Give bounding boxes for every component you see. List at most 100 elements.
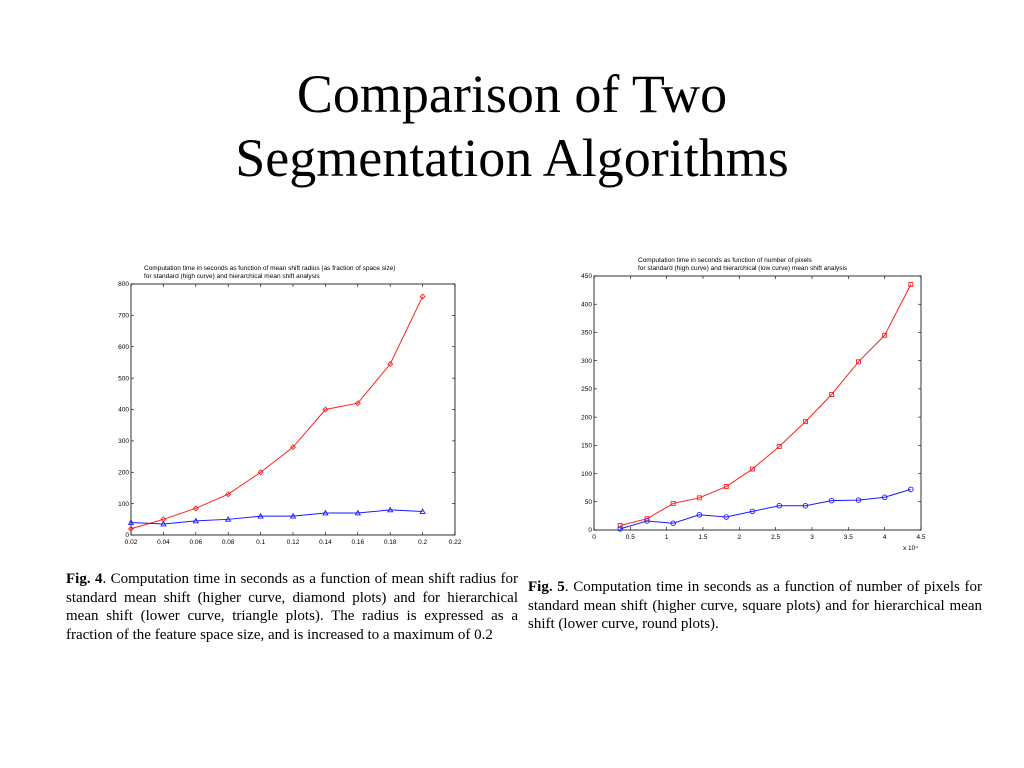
x-tick-label: 0.04 [157,539,170,546]
y-tick-label: 300 [581,358,592,365]
chart-subtitle: for standard (high curve) and hierarchic… [638,265,848,272]
series-line-circle [620,488,911,530]
data-point-triangle [257,512,264,519]
fig5-caption-text: . Computation time in seconds as a funct… [528,579,982,632]
x-tick-label: 0.18 [384,539,397,546]
data-point-square [882,332,888,338]
fig4-caption-text: . Computation time in seconds as a funct… [66,571,518,643]
data-point-triangle [192,517,199,524]
x-tick-label: 0.5 [626,534,635,541]
data-point-circle [723,514,730,520]
series-line-square [620,284,912,526]
data-point-square [856,359,861,365]
fig5-caption-label: Fig. 5 [528,579,565,595]
y-tick-label: 800 [118,281,129,288]
data-point-circle [802,502,809,509]
data-point-diamond [387,360,394,368]
fig5-caption: Fig. 5. Computation time in seconds as a… [528,578,982,634]
x-tick-label: 0.08 [222,539,235,546]
data-point-square [803,419,808,425]
data-point-square [617,523,623,528]
data-point-square [670,501,676,506]
x-tick-label: 3.5 [844,534,853,541]
data-point-circle [617,526,623,532]
series-line-triangle [130,509,423,525]
x-tick-label: 4.5 [916,534,925,541]
fig5-chart: Computation time in seconds as function … [581,257,926,552]
y-tick-label: 300 [118,438,129,445]
y-tick-label: 0 [125,532,129,539]
data-point-diamond [127,525,135,532]
data-point-square [723,484,729,489]
slide-title: Comparison of Two Segmentation Algorithm… [0,62,1024,190]
data-point-diamond [257,469,264,476]
y-tick-label: 250 [581,386,592,393]
x-tick-label: 2 [738,534,742,541]
chart-subtitle: for standard (high curve) and hierarchic… [144,273,320,280]
x-tick-label: 4 [883,534,887,541]
plot-frame [593,275,922,531]
y-tick-label: 200 [581,414,592,421]
y-tick-label: 450 [581,273,592,280]
y-tick-label: 50 [585,499,593,506]
x-exponent-label: x 10⁴ [903,545,918,552]
y-tick-label: 150 [581,443,592,450]
data-point-triangle [289,512,297,519]
data-point-circle [749,508,756,515]
data-point-square [749,466,755,472]
y-tick-label: 0 [588,527,592,534]
slide-title-line-2: Segmentation Algorithms [235,128,789,188]
data-point-circle [908,486,914,493]
data-point-circle [696,512,703,518]
data-point-triangle [419,508,426,514]
x-tick-label: 0.02 [125,539,138,546]
y-tick-label: 500 [118,375,129,382]
data-point-triangle [160,520,167,527]
x-tick-label: 0 [592,534,596,541]
fig4-chart: Computation time in seconds as function … [118,265,462,546]
series-line-diamond [130,296,424,530]
y-tick-label: 100 [581,471,592,478]
data-point-diamond [354,400,361,407]
y-tick-label: 600 [118,344,129,351]
data-point-triangle [387,506,394,513]
data-point-diamond [322,406,329,413]
data-point-square [776,444,782,449]
y-tick-label: 350 [581,330,592,337]
data-point-circle [828,497,835,504]
data-point-square [696,495,702,501]
y-tick-label: 700 [118,313,129,320]
x-tick-label: 0.14 [319,539,332,546]
x-tick-label: 1.5 [698,534,707,541]
x-tick-label: 0.1 [256,539,265,546]
fig4-caption: Fig. 4. Computation time in seconds as a… [66,570,518,644]
data-point-triangle [322,509,329,516]
chart-title: Computation time in seconds as function … [144,265,395,272]
y-tick-label: 200 [118,469,129,476]
data-point-diamond [419,293,426,300]
data-point-square [829,392,835,397]
x-tick-label: 0.06 [189,539,202,546]
data-point-square [908,282,914,287]
data-point-diamond [289,444,297,451]
data-point-diamond [192,505,199,512]
x-tick-label: 3 [810,534,814,541]
x-tick-label: 2.5 [771,534,780,541]
data-point-circle [855,497,862,503]
data-point-circle [881,494,888,501]
data-point-diamond [225,491,232,498]
data-point-circle [776,502,783,509]
data-point-circle [644,518,650,524]
fig4-caption-label: Fig. 4 [66,571,103,587]
chart-title: Computation time in seconds as function … [638,257,813,264]
x-tick-label: 0.12 [287,539,300,546]
y-tick-label: 400 [118,407,129,414]
slide-title-line-1: Comparison of Two [296,64,728,124]
data-point-circle [670,520,676,526]
data-point-triangle [225,515,232,522]
y-tick-label: 400 [581,301,592,308]
x-tick-label: 1 [665,534,669,541]
x-tick-label: 0.16 [351,539,364,546]
data-point-triangle [127,519,135,525]
data-point-triangle [354,509,361,516]
